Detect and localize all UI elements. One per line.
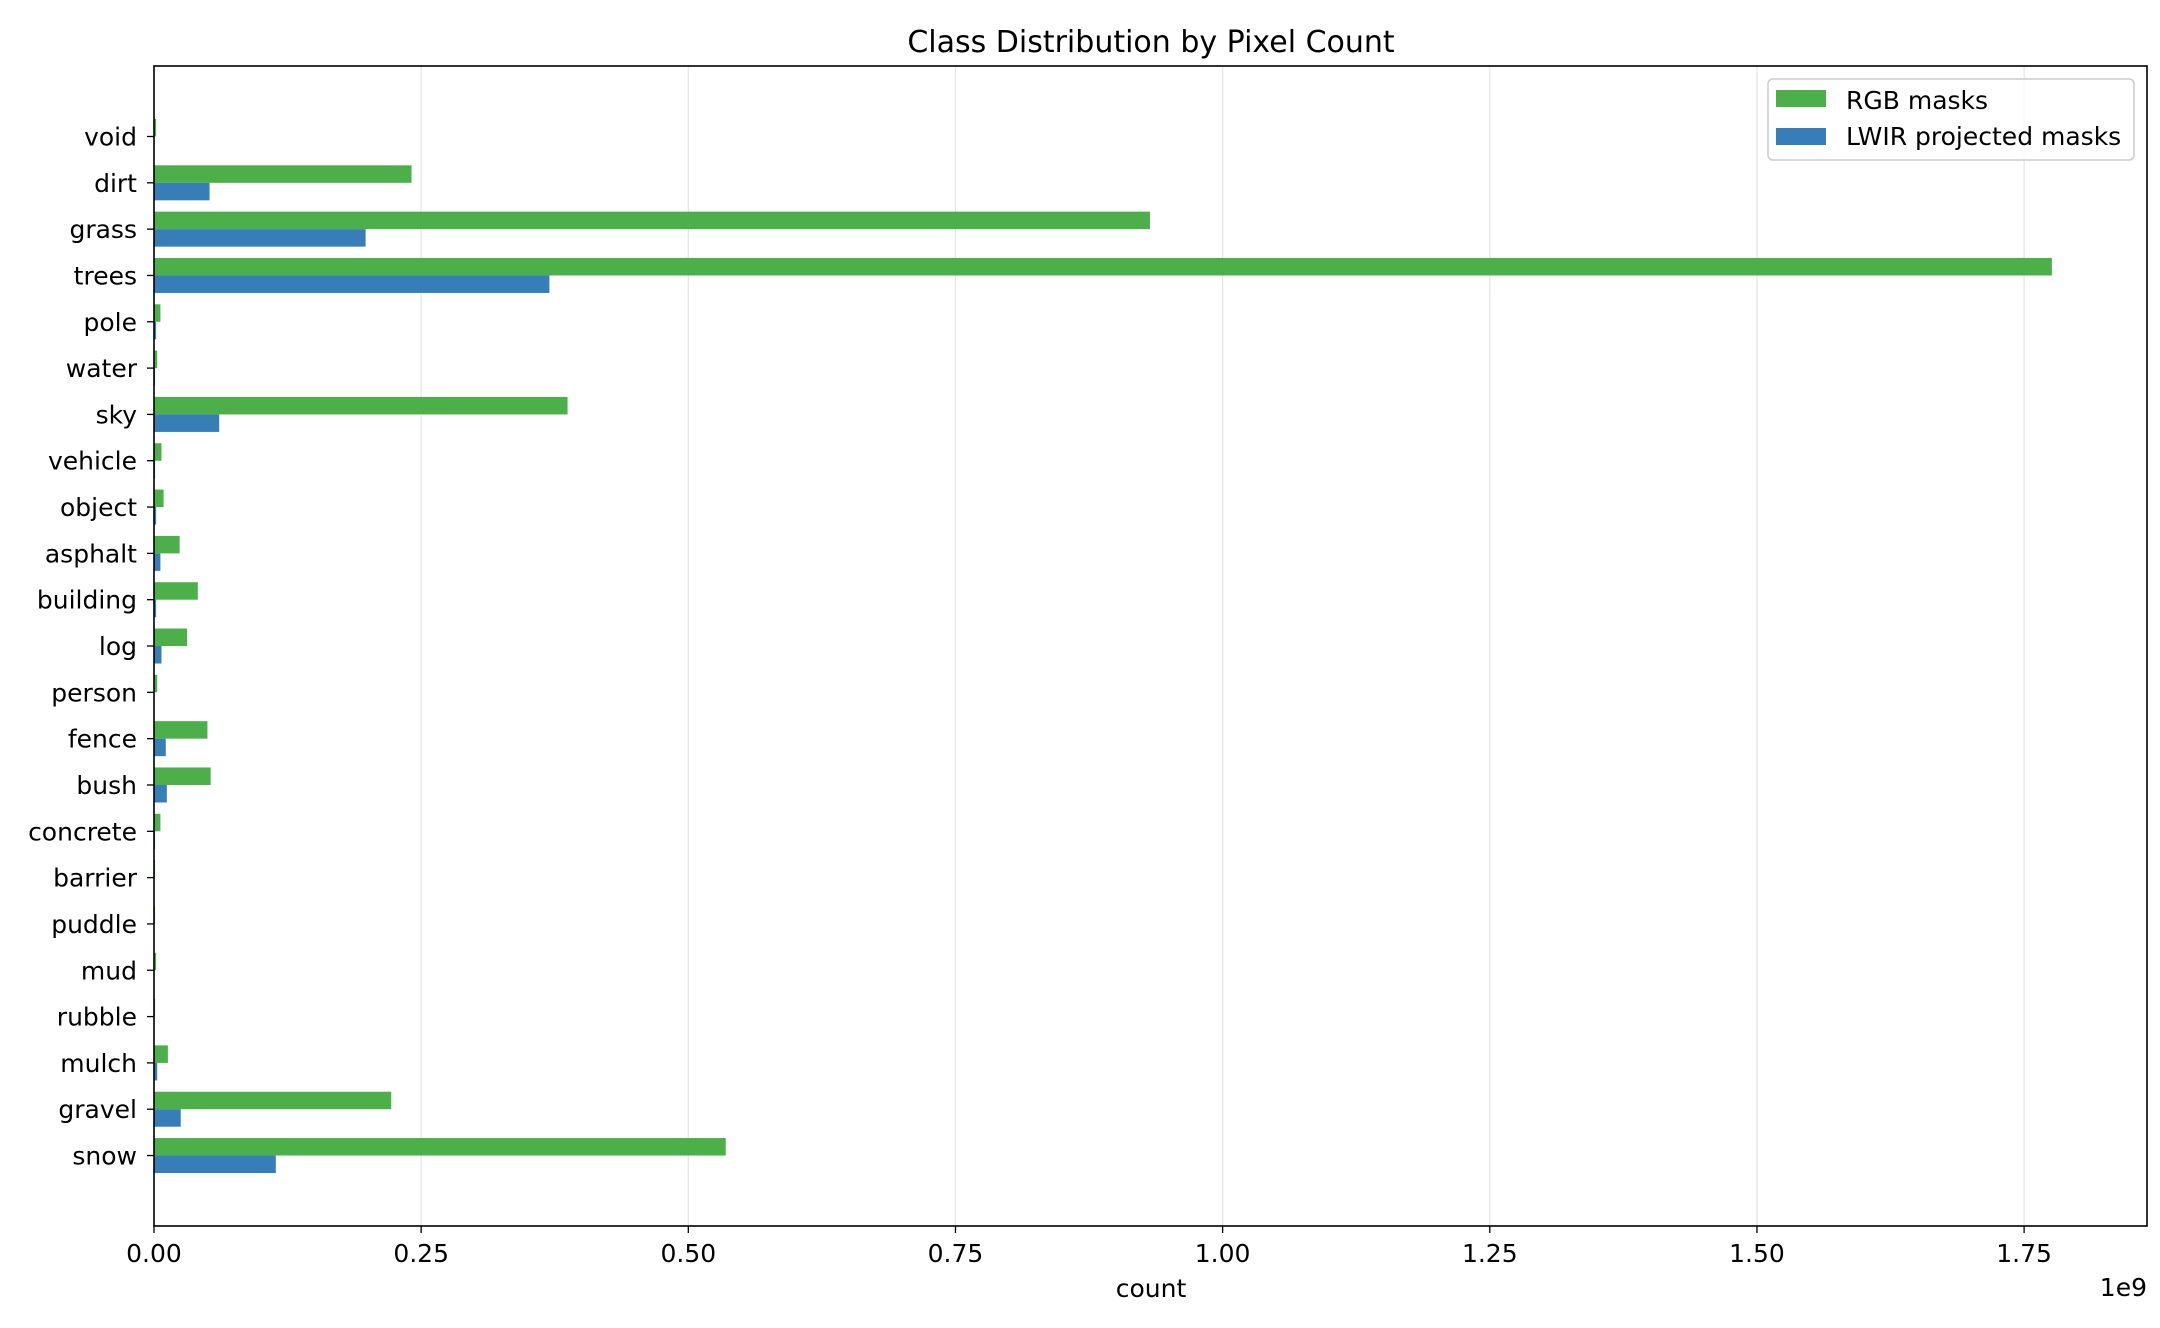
bar-rgb-pole bbox=[154, 304, 160, 322]
x-tick-label: 1.25 bbox=[1462, 1239, 1518, 1268]
y-tick-label-pole: pole bbox=[84, 308, 138, 337]
y-tick-label-trees: trees bbox=[74, 261, 137, 290]
y-tick-label-concrete: concrete bbox=[28, 817, 137, 846]
bar-lwir-fence bbox=[154, 739, 166, 757]
x-tick-label: 1.50 bbox=[1729, 1239, 1785, 1268]
bar-rgb-trees bbox=[154, 258, 2052, 276]
x-tick-label: 1.00 bbox=[1195, 1239, 1251, 1268]
y-tick-label-sky: sky bbox=[96, 400, 138, 429]
y-tick-label-mulch: mulch bbox=[60, 1049, 137, 1078]
y-tick-label-vehicle: vehicle bbox=[48, 447, 137, 476]
x-tick-label: 0.25 bbox=[393, 1239, 449, 1268]
bar-rgb-object bbox=[154, 490, 164, 508]
y-tick-label-fence: fence bbox=[68, 725, 137, 754]
x-tick-label: 1.75 bbox=[1996, 1239, 2052, 1268]
bar-lwir-grass bbox=[154, 229, 366, 247]
x-tick-label: 0.50 bbox=[660, 1239, 716, 1268]
bar-lwir-gravel bbox=[154, 1109, 181, 1127]
y-tick-label-water: water bbox=[66, 354, 138, 383]
y-tick-label-bush: bush bbox=[76, 771, 137, 800]
y-tick-label-barrier: barrier bbox=[53, 864, 138, 893]
y-tick-label-dirt: dirt bbox=[94, 169, 137, 198]
legend: RGB masks LWIR projected masks bbox=[1768, 79, 2134, 160]
bars bbox=[154, 119, 2052, 1173]
bar-rgb-mulch bbox=[154, 1045, 168, 1063]
y-tick-label-asphalt: asphalt bbox=[45, 539, 137, 568]
y-tick-label-building: building bbox=[37, 586, 137, 615]
bar-rgb-gravel bbox=[154, 1092, 391, 1110]
legend-label-lwir: LWIR projected masks bbox=[1846, 122, 2121, 151]
y-tick-label-snow: snow bbox=[72, 1142, 137, 1171]
x-axis-offset-label: 1e9 bbox=[2100, 1273, 2147, 1302]
bar-rgb-dirt bbox=[154, 165, 412, 183]
y-tick-label-gravel: gravel bbox=[58, 1095, 137, 1124]
y-tick-label-mud: mud bbox=[81, 956, 137, 985]
y-tick-label-grass: grass bbox=[69, 215, 137, 244]
x-axis-label: count bbox=[1116, 1274, 1187, 1303]
bar-rgb-fence bbox=[154, 721, 207, 739]
y-axis: void dirt grass trees pole water sky vehicle obj… bbox=[28, 123, 154, 1171]
bar-rgb-vehicle bbox=[154, 443, 161, 461]
bar-rgb-building bbox=[154, 582, 198, 600]
legend-label-rgb: RGB masks bbox=[1846, 86, 1988, 115]
bar-rgb-asphalt bbox=[154, 536, 180, 554]
x-tick-label: 0.75 bbox=[928, 1239, 984, 1268]
plot-frame bbox=[154, 66, 2147, 1226]
legend-swatch-lwir bbox=[1776, 128, 1826, 145]
bar-lwir-bush bbox=[154, 785, 167, 803]
bar-rgb-grass bbox=[154, 212, 1150, 230]
grid-lines bbox=[154, 66, 2024, 1226]
bar-lwir-sky bbox=[154, 414, 219, 432]
x-axis: 0.00 0.25 0.50 0.75 1.00 1.25 1.50 1.75 bbox=[126, 1226, 2052, 1268]
bar-lwir-dirt bbox=[154, 183, 210, 201]
y-tick-label-void: void bbox=[84, 123, 137, 152]
y-tick-label-object: object bbox=[60, 493, 137, 522]
bar-lwir-log bbox=[154, 646, 161, 664]
x-tick-label: 0.00 bbox=[126, 1239, 182, 1268]
y-tick-label-log: log bbox=[99, 632, 137, 661]
bar-lwir-trees bbox=[154, 275, 549, 293]
bar-lwir-asphalt bbox=[154, 553, 160, 571]
bar-rgb-snow bbox=[154, 1138, 726, 1156]
bar-rgb-log bbox=[154, 629, 187, 647]
y-tick-label-rubble: rubble bbox=[57, 1003, 137, 1032]
bar-rgb-concrete bbox=[154, 814, 160, 832]
bar-rgb-bush bbox=[154, 767, 211, 785]
bar-rgb-sky bbox=[154, 397, 568, 415]
legend-swatch-rgb bbox=[1776, 90, 1826, 107]
y-tick-label-person: person bbox=[51, 678, 137, 707]
chart-title: Class Distribution by Pixel Count bbox=[907, 25, 1395, 60]
bar-lwir-snow bbox=[154, 1156, 276, 1174]
y-tick-label-puddle: puddle bbox=[51, 910, 137, 939]
